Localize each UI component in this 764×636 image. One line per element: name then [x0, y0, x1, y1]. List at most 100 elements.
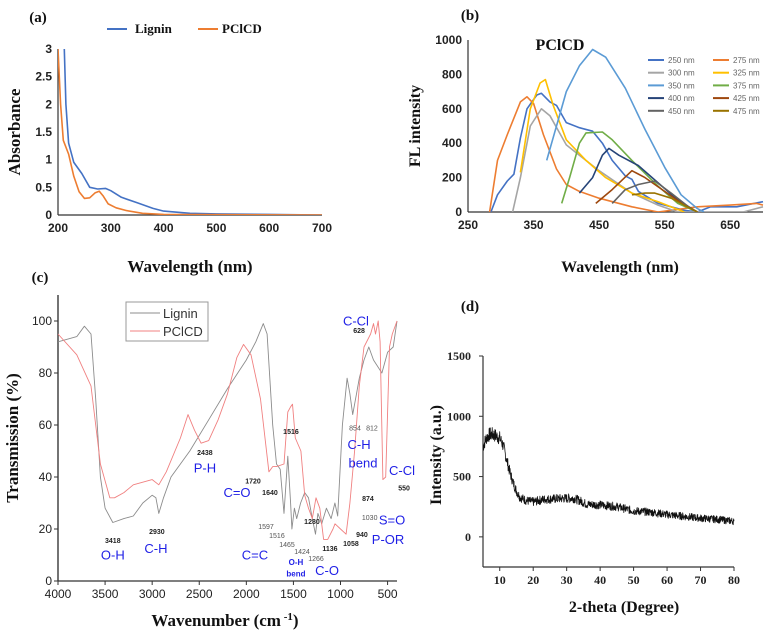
- chart-panel-c: 4000 3500 3000 2500 2000 1500 1000 500 0 20 40 60 80…: [3, 270, 415, 630]
- legend-label: 450 nm: [668, 107, 695, 116]
- y-tick-label: 1500: [447, 349, 471, 363]
- peak-annotation: C=O: [223, 485, 250, 500]
- series-line-475-nm: [631, 192, 698, 212]
- legend-label: PClCD: [163, 324, 203, 339]
- legend-label: 375 nm: [733, 81, 760, 90]
- legend-label: 400 nm: [668, 94, 695, 103]
- x-tick-label: 300: [101, 221, 121, 235]
- peak-annotation: 1280: [304, 519, 320, 526]
- series-line-300-nm: [511, 108, 764, 212]
- chart-title: PClCD: [536, 37, 585, 54]
- x-tick-label: 60: [661, 573, 673, 587]
- peak-annotation: 1266: [308, 556, 324, 563]
- peak-annotation: bend: [349, 455, 378, 470]
- chart-panel-a: 200 300 400 500 600 700 0 0.5 1 1.5 2 2.5 3 (a) Wavele…: [5, 10, 332, 276]
- panel-label: (b): [461, 8, 479, 24]
- y-tick-label: 1000: [447, 409, 471, 423]
- legend-label: 325 nm: [733, 69, 760, 78]
- x-tick-label: 400: [154, 221, 174, 235]
- peak-annotation: P-H: [194, 460, 216, 475]
- peak-annotation: 2930: [149, 529, 165, 536]
- y-axis-label: Absorbance: [5, 88, 24, 175]
- peak-annotation: 1058: [343, 541, 359, 548]
- series-line-lignin: [58, 320, 398, 535]
- peak-annotation: 854: [349, 426, 361, 433]
- peak-annotation: 812: [366, 426, 378, 433]
- peak-annotation: 1030: [362, 515, 378, 522]
- series-line-275-nm: [488, 96, 764, 212]
- peak-annotation: 550: [398, 485, 410, 492]
- x-tick-label: 80: [728, 573, 740, 587]
- legend-label: Lignin: [135, 21, 173, 36]
- series-line-450-nm: [611, 180, 698, 212]
- peak-annotation: 628: [353, 328, 365, 335]
- x-tick-label: 350: [524, 218, 544, 232]
- y-tick-label: 1: [45, 153, 52, 167]
- legend-label: 425 nm: [733, 94, 760, 103]
- x-tick-label: 700: [312, 221, 332, 235]
- y-tick-label: 60: [39, 418, 53, 432]
- peak-annotation: 3418: [105, 538, 121, 545]
- y-tick-label: 1000: [435, 33, 462, 47]
- peak-annotation: C-Cl: [343, 314, 369, 329]
- y-tick-label: 2: [45, 97, 52, 111]
- panel-label: (d): [461, 299, 479, 315]
- peak-annotation: 1516: [283, 429, 299, 436]
- y-tick-label: 20: [39, 522, 53, 536]
- y-axis-label: Transmission (%): [3, 373, 22, 503]
- chart-panel-d: 10 20 30 40 50 60 70 80 0 500 1000 1500 (d) 2-theta (…: [428, 299, 740, 616]
- series-line-375-nm: [560, 131, 698, 212]
- x-tick-label: 500: [206, 221, 226, 235]
- y-tick-label: 800: [442, 67, 462, 81]
- peak-annotation: 874: [362, 496, 374, 503]
- peak-annotation: 1640: [262, 490, 278, 497]
- x-axis-label: 2-theta (Degree): [569, 599, 679, 616]
- legend-label: 475 nm: [733, 107, 760, 116]
- y-tick-label: 0.5: [35, 180, 52, 194]
- x-axis-label: Wavenumber (cm -1): [151, 611, 298, 630]
- x-tick-label: 4000: [45, 587, 72, 601]
- y-tick-label: 0: [45, 574, 52, 588]
- peak-annotation: P-OR: [372, 532, 405, 547]
- x-tick-label: 40: [594, 573, 606, 587]
- x-axis-label-text: Wavenumber (cm: [151, 611, 281, 630]
- x-tick-label: 1500: [280, 587, 307, 601]
- x-tick-label: 600: [259, 221, 279, 235]
- y-tick-label: 40: [39, 470, 53, 484]
- series-line-400-nm: [578, 147, 698, 212]
- peak-annotation: C-Cl: [389, 463, 415, 478]
- legend-label: 275 nm: [733, 56, 760, 65]
- peak-annotation: 1720: [245, 478, 261, 485]
- x-axis-label: Wavelength (nm): [127, 257, 252, 276]
- x-axis-label: Wavelength (nm): [561, 259, 679, 276]
- x-axis-label-sup: -1: [281, 611, 293, 623]
- series-line-xrd: [483, 427, 735, 526]
- x-tick-label: 650: [720, 218, 740, 232]
- y-tick-label: 0: [465, 530, 471, 544]
- x-tick-label: 2500: [186, 587, 213, 601]
- legend-label: 300 nm: [668, 69, 695, 78]
- peak-annotation: C=C: [242, 548, 268, 563]
- legend-label: Lignin: [163, 306, 198, 321]
- peak-annotation: 2438: [197, 450, 213, 457]
- x-tick-label: 550: [655, 218, 675, 232]
- x-tick-label: 2000: [233, 587, 260, 601]
- x-tick-label: 30: [561, 573, 573, 587]
- series-line-pclcd: [58, 320, 398, 540]
- series-line-lignin: [63, 48, 323, 215]
- legend-box: [125, 301, 209, 342]
- x-tick-label: 200: [48, 221, 68, 235]
- chart-panel-b: 250 350 450 550 650 0 200 400 600 800 1000 (b) Wavel…: [407, 8, 764, 276]
- panel-label: (c): [32, 270, 49, 286]
- peak-annotation: 1516: [269, 533, 285, 540]
- x-tick-label: 500: [378, 587, 398, 601]
- peak-annotation: 1597: [258, 524, 274, 531]
- peak-annotation: S=O: [379, 512, 405, 527]
- x-tick-label: 250: [458, 218, 478, 232]
- x-tick-label: 50: [628, 573, 640, 587]
- panel-label: (a): [29, 10, 47, 26]
- series-line-250-nm: [490, 92, 764, 212]
- peak-annotation: O-H: [289, 558, 304, 567]
- y-tick-label: 1.5: [35, 125, 52, 139]
